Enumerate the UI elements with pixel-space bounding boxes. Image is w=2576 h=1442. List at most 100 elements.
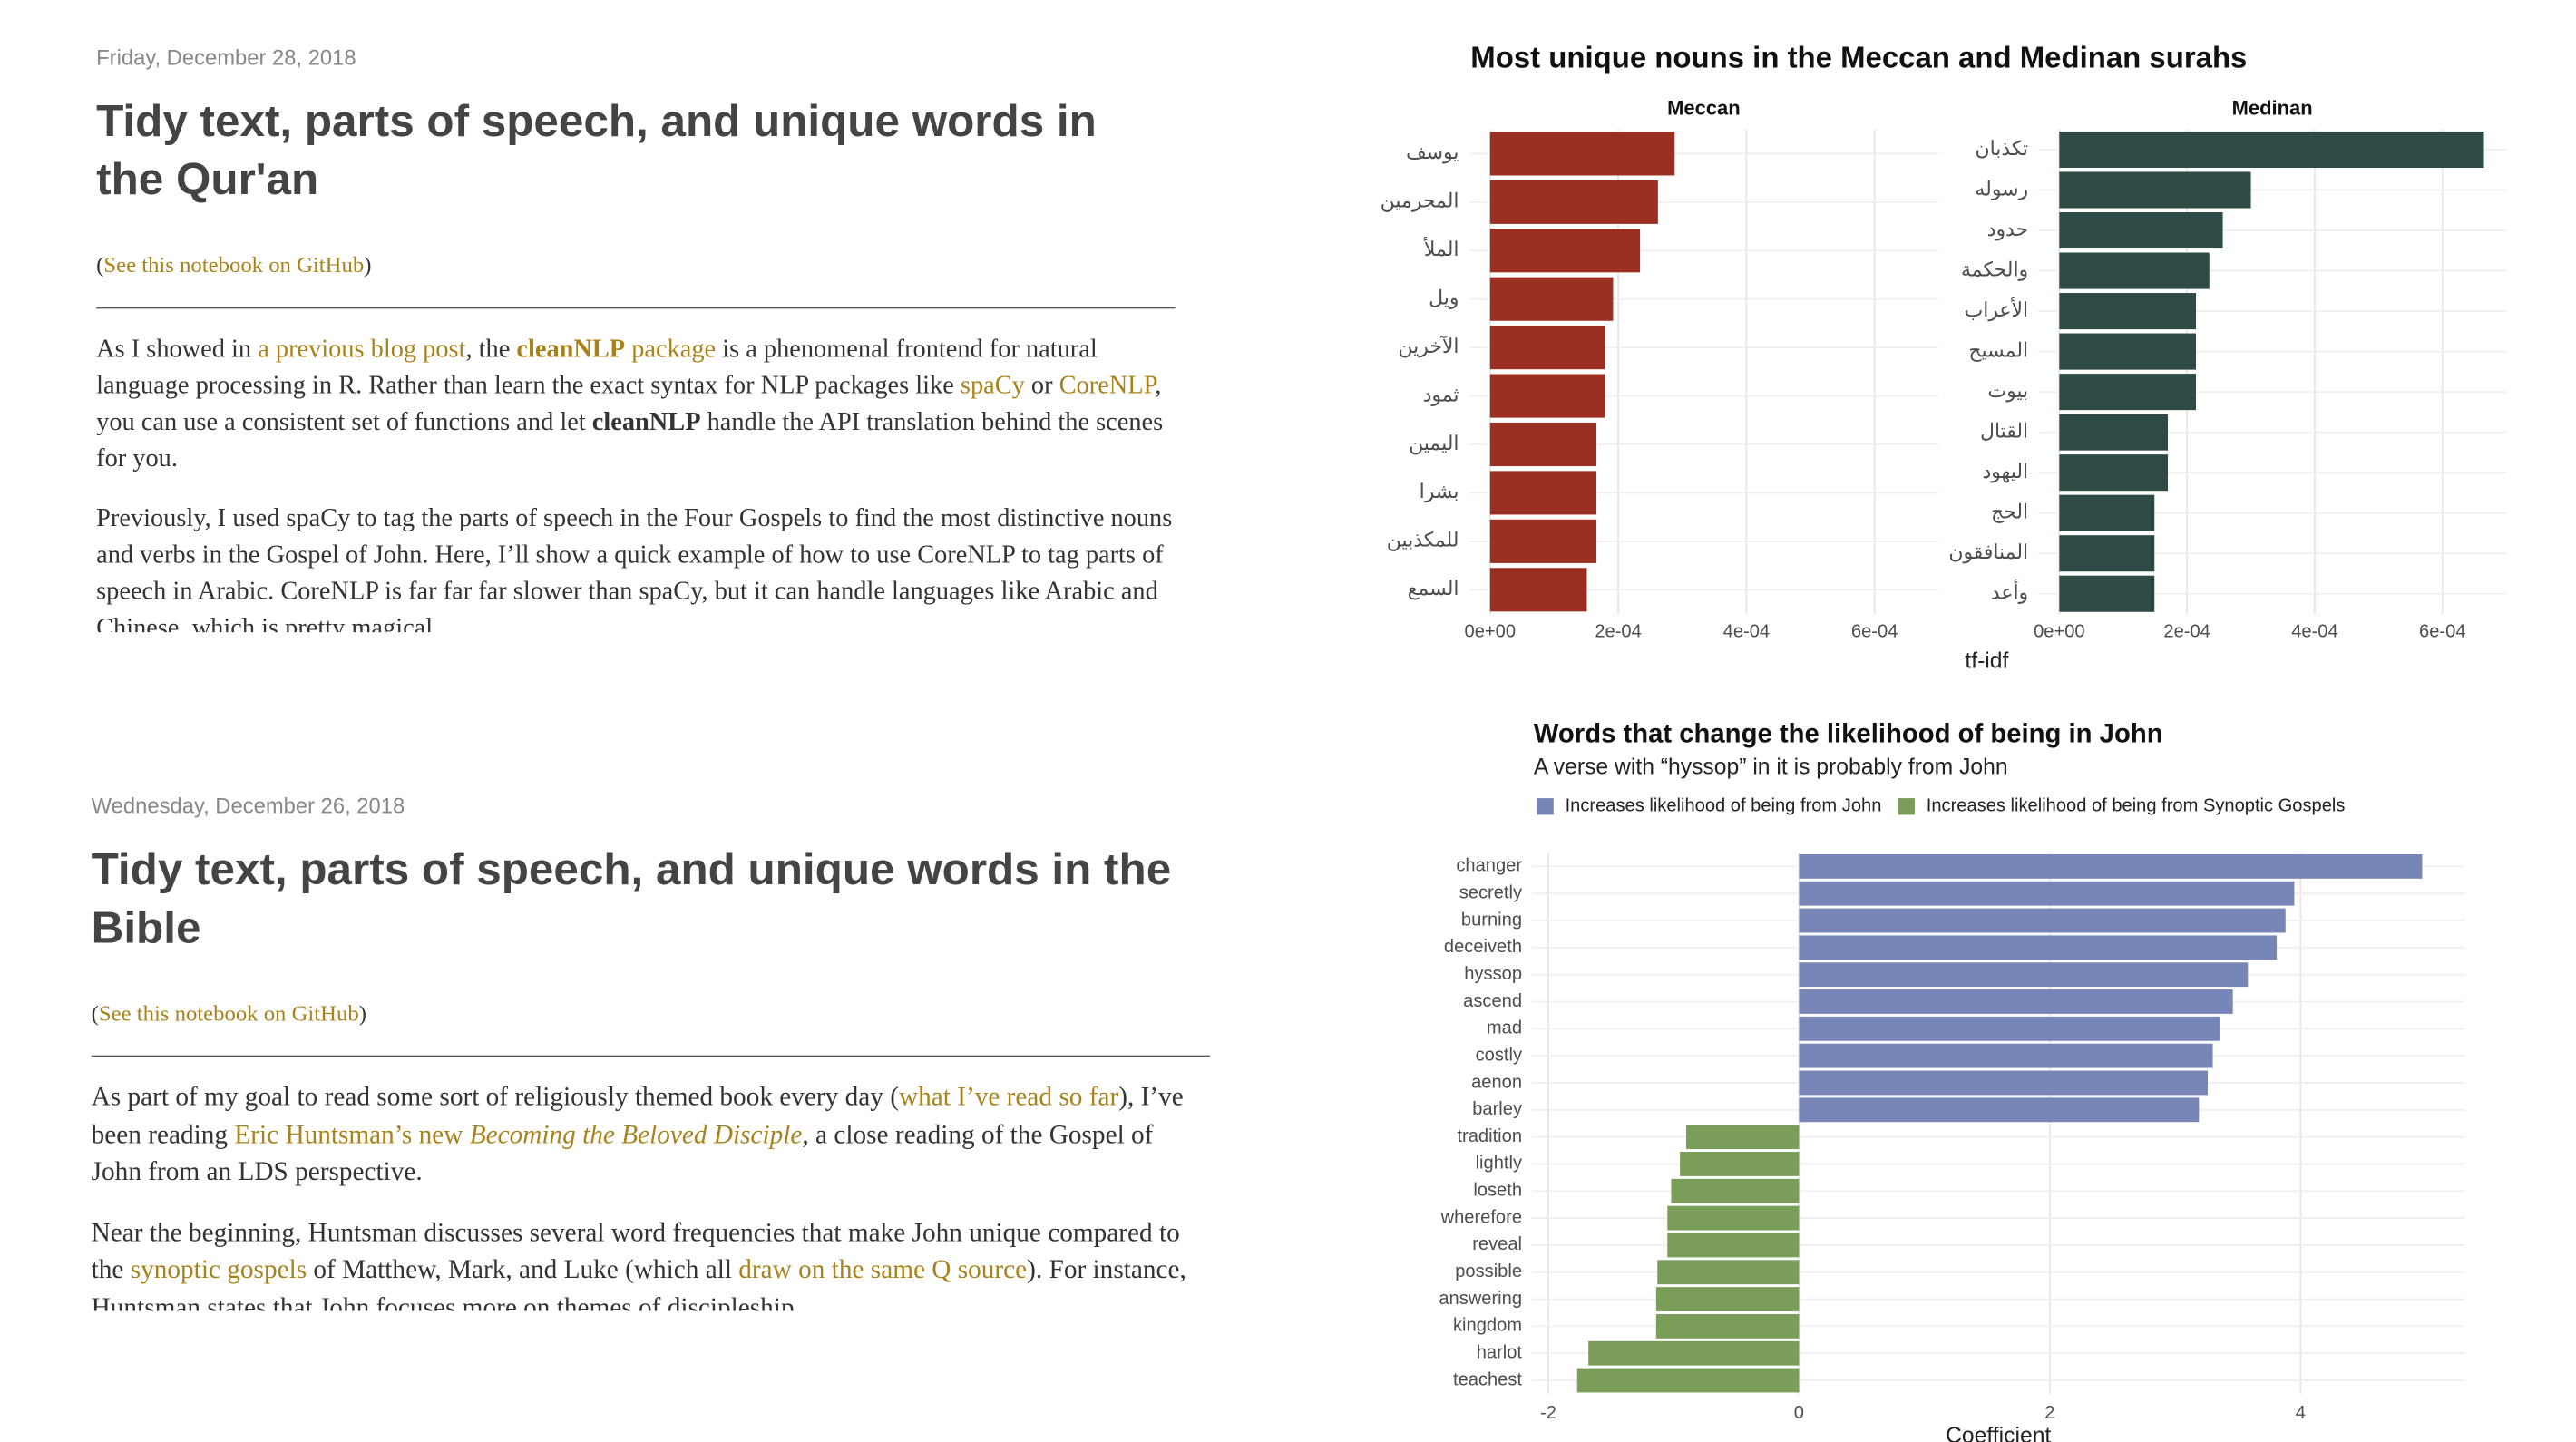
y-tick-label: بشرا bbox=[1420, 480, 1459, 503]
text-run: , a close reading of the Gospel of John … bbox=[91, 1120, 1154, 1187]
bar bbox=[1680, 1152, 1800, 1176]
post-title: Tidy text, parts of speech, and unique w… bbox=[96, 96, 1097, 205]
link[interactable]: synoptic gospels bbox=[130, 1256, 307, 1285]
post-date: Wednesday, December 26, 2018 bbox=[91, 793, 405, 819]
y-tick-label: harlot bbox=[1477, 1343, 1523, 1363]
post-body: As I showed in a previous blog post, the… bbox=[96, 332, 1175, 633]
y-tick-label: يوسف bbox=[1406, 141, 1459, 164]
y-tick-label: رسوله bbox=[1975, 177, 2028, 200]
y-tick-label: lightly bbox=[1476, 1154, 1523, 1174]
bar bbox=[1667, 1233, 1800, 1258]
bar bbox=[2059, 575, 2155, 612]
link[interactable]: Eric Huntsman’s new bbox=[234, 1120, 470, 1150]
y-tick-label: حدود bbox=[1987, 218, 2028, 241]
x-tick-label: 6e-04 bbox=[1851, 621, 1898, 641]
divider bbox=[91, 1055, 1210, 1057]
text-run: Near the beginning, Huntsman discusses s… bbox=[91, 1218, 1180, 1285]
bar bbox=[1799, 881, 2295, 906]
paragraph: As I showed in a previous blog post, the… bbox=[96, 332, 1175, 478]
y-tick-label: ويل bbox=[1429, 287, 1459, 310]
y-tick-label: اليمين bbox=[1409, 432, 1459, 455]
y-tick-label: الأعراب bbox=[1965, 297, 2029, 322]
chart-title: Words that change the likelihood of bein… bbox=[1534, 719, 2163, 748]
notebook-link-line: (See this notebook on GitHub) bbox=[92, 1000, 1210, 1027]
y-tick-label: secretly bbox=[1459, 883, 1523, 903]
link[interactable]: draw on the same Q source bbox=[738, 1256, 1028, 1285]
blog-post: Wednesday, December 26, 2018 Tidy text, p… bbox=[91, 793, 1210, 1311]
y-tick-label: reveal bbox=[1472, 1234, 1522, 1254]
bar bbox=[1489, 326, 1605, 370]
bar bbox=[2059, 454, 2169, 492]
paragraph: As part of my goal to read some sort of … bbox=[92, 1080, 1210, 1193]
y-tick-label: costly bbox=[1476, 1045, 1523, 1065]
y-tick-label: المجرمين bbox=[1381, 190, 1459, 213]
bar bbox=[2059, 171, 2251, 209]
y-tick-label: kingdom bbox=[1453, 1316, 1522, 1336]
x-tick-label: 2e-04 bbox=[2163, 621, 2210, 641]
y-tick-label: الآخرين bbox=[1398, 335, 1459, 358]
link[interactable]: Becoming the Beloved Disciple bbox=[469, 1120, 803, 1150]
bar bbox=[1489, 132, 1675, 176]
notebook-link-line: (See this notebook on GitHub) bbox=[96, 252, 1175, 278]
text-run: As part of my goal to read some sort of … bbox=[91, 1083, 899, 1112]
y-tick-label: mad bbox=[1487, 1018, 1522, 1038]
bar bbox=[1799, 1043, 2213, 1068]
y-tick-label: السمع bbox=[1408, 577, 1459, 600]
link[interactable]: spaCy bbox=[960, 371, 1025, 400]
link[interactable]: See this notebook on GitHub bbox=[98, 1000, 359, 1026]
y-tick-label: وأعد bbox=[1991, 579, 2028, 605]
bar bbox=[1489, 180, 1658, 224]
link[interactable]: CoreNLP bbox=[1059, 371, 1156, 400]
post-title: Tidy text, parts of speech, and unique w… bbox=[91, 844, 1172, 953]
divider bbox=[96, 307, 1176, 309]
y-tick-label: changer bbox=[1456, 856, 1522, 876]
y-tick-label: والحكمة bbox=[1961, 258, 2028, 281]
link[interactable]: See this notebook on GitHub bbox=[103, 252, 365, 278]
bar bbox=[2059, 535, 2155, 572]
text-run: cleanNLP bbox=[591, 408, 701, 437]
y-tick-label: hyssop bbox=[1464, 964, 1522, 984]
bar bbox=[2059, 494, 2155, 531]
bar bbox=[1799, 1016, 2220, 1041]
legend-label: Increases likelihood of being from Synop… bbox=[1927, 796, 2346, 816]
facet-label: Medinan bbox=[2232, 97, 2313, 120]
bar bbox=[1489, 568, 1587, 612]
bar bbox=[2059, 374, 2197, 411]
y-tick-label: تكذبان bbox=[1975, 137, 2028, 160]
y-tick-label: ascend bbox=[1463, 991, 1522, 1011]
bar bbox=[1489, 471, 1597, 515]
bar bbox=[1655, 1287, 1800, 1311]
y-tick-label: ثمود bbox=[1423, 383, 1459, 406]
bar bbox=[1655, 1313, 1800, 1339]
bar bbox=[1657, 1260, 1800, 1285]
paragraph: Near the beginning, Huntsman discusses s… bbox=[91, 1215, 1210, 1311]
blog-post: Friday, December 28, 2018 Tidy text, part… bbox=[96, 44, 1176, 633]
bar bbox=[1489, 229, 1641, 273]
x-tick-label: 4 bbox=[2296, 1403, 2306, 1423]
chart-title: Most unique nouns in the Meccan and Medi… bbox=[1470, 41, 2247, 74]
x-tick-label: 2 bbox=[2044, 1403, 2054, 1423]
bar bbox=[1489, 374, 1605, 418]
link[interactable]: package bbox=[625, 335, 717, 364]
text-run: handle the API translation behind the sc… bbox=[96, 408, 1164, 473]
y-tick-label: الحج bbox=[1991, 500, 2028, 523]
y-tick-label: aenon bbox=[1471, 1072, 1522, 1092]
x-tick-label: 0e+00 bbox=[1465, 621, 1516, 641]
y-tick-label: possible bbox=[1455, 1262, 1522, 1281]
link[interactable]: cleanNLP bbox=[516, 335, 626, 364]
y-tick-label: answering bbox=[1439, 1289, 1522, 1309]
y-tick-label: burning bbox=[1461, 910, 1522, 930]
bar bbox=[2059, 252, 2210, 289]
y-tick-label: اليهود bbox=[1983, 460, 2029, 483]
bar bbox=[1667, 1205, 1800, 1231]
bar bbox=[1686, 1125, 1800, 1150]
text-run: As I showed in bbox=[96, 335, 259, 364]
link[interactable]: what I’ve read so far bbox=[898, 1083, 1119, 1112]
bar bbox=[1799, 908, 2286, 933]
link[interactable]: a previous blog post bbox=[258, 335, 466, 364]
y-tick-label: tradition bbox=[1457, 1126, 1522, 1146]
text-run: ( bbox=[91, 1000, 99, 1026]
text-run: ) bbox=[358, 1000, 366, 1026]
